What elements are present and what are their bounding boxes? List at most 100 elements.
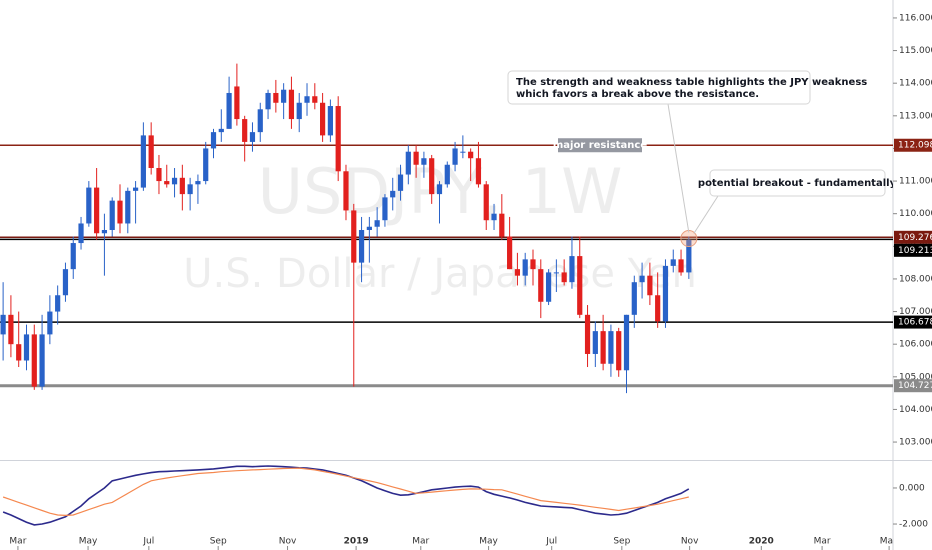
callout-text: which favors a break above the resistanc…: [516, 89, 759, 100]
candle-body: [203, 148, 209, 182]
candle-body: [39, 334, 45, 387]
candle-body: [288, 89, 295, 120]
candle-body: [538, 269, 544, 302]
candle-body: [499, 213, 505, 237]
candle-body: [436, 184, 443, 195]
y-tick-label: 113.000: [899, 111, 932, 121]
y-tick-label: 115.000: [899, 46, 932, 56]
candle-body: [281, 89, 287, 103]
candle-body: [55, 295, 61, 312]
candle-body: [397, 174, 404, 191]
candle-body: [655, 295, 661, 322]
callout-pointer: [667, 103, 690, 233]
candle-body: [444, 164, 450, 185]
candle-body: [514, 269, 521, 276]
level-label: 104.727: [898, 381, 932, 391]
candle-body: [171, 177, 178, 185]
level-label: 112.098: [898, 141, 932, 151]
callout-text: The strength and weakness table highligh…: [516, 77, 867, 88]
y-tick-label: 110.000: [899, 209, 932, 219]
candle-body: [374, 220, 380, 227]
candle-body: [70, 243, 76, 270]
candle-body: [242, 119, 248, 142]
candle-body: [608, 331, 614, 364]
candle-body: [382, 197, 388, 221]
candle-body: [507, 236, 513, 270]
x-tick-label: Mar: [9, 537, 26, 547]
candle-body: [23, 334, 30, 361]
y-tick-label: -2.000: [899, 520, 928, 530]
x-tick-label: Mar: [814, 537, 831, 547]
level-label-box: [894, 243, 932, 257]
candle-body: [218, 128, 224, 133]
candle-body: [358, 230, 365, 263]
candle-body: [351, 210, 357, 263]
candle-body: [553, 272, 559, 274]
oscillator-line: [2, 465, 690, 526]
candle-body: [117, 200, 123, 224]
y-tick-label: 103.000: [899, 438, 932, 448]
y-tick-label: 111.000: [899, 177, 932, 187]
candle-body: [179, 177, 185, 195]
x-tick-label: Nov: [681, 537, 699, 547]
candle-body: [413, 151, 419, 165]
level-label: 109.276: [898, 233, 932, 243]
candle-body: [31, 334, 37, 387]
x-tick-label: Sep: [210, 537, 227, 547]
candle-body: [623, 314, 630, 371]
x-tick-label: 2020: [749, 537, 774, 547]
candle-body: [647, 275, 653, 296]
candle-body: [140, 135, 146, 188]
candle-body: [522, 259, 528, 276]
callout-box: [709, 169, 886, 197]
candle-body: [164, 181, 170, 185]
candle-body: [616, 331, 622, 371]
candle-body: [109, 200, 115, 230]
x-tick-label: Nov: [279, 537, 297, 547]
plot-area: Mar May Jul Sep Nov 2019 Mar May Jul Sep Nov 2020 Ma…: [0, 63, 899, 550]
candle-body: [584, 314, 591, 354]
candle-body: [686, 239, 692, 273]
candle-body: [670, 259, 676, 266]
candle-body: [0, 314, 6, 335]
candle-body: [320, 102, 326, 136]
candle-body: [662, 265, 669, 322]
candle-body: [156, 168, 162, 182]
candle-body: [545, 272, 552, 302]
callout-box: [507, 70, 811, 105]
y-tick-label: 104.000: [899, 405, 932, 415]
candle-body: [405, 151, 411, 175]
y-tick-label: 0.000: [899, 483, 925, 493]
candle-body: [296, 102, 302, 120]
candle-body: [600, 331, 606, 364]
candle-body: [249, 132, 256, 142]
candle-body: [452, 148, 458, 165]
candle-body: [78, 223, 84, 244]
oscillator-line: [2, 467, 689, 517]
callout-text: potential breakout - fundamentally: [698, 178, 897, 189]
resistance-label: major resistance: [553, 140, 648, 151]
level-label-box: [894, 315, 932, 329]
x-tick-label: May: [880, 537, 899, 547]
candle-body: [47, 311, 53, 335]
y-tick-label: 107.000: [899, 307, 932, 317]
resistance-label-box: [558, 138, 642, 153]
candle-body: [483, 184, 489, 221]
level-label-box: [894, 230, 932, 244]
candle-body: [335, 106, 341, 172]
candle-body: [592, 331, 598, 354]
candle-body: [62, 269, 69, 296]
x-tick-label: Mar: [412, 537, 429, 547]
candle-body: [226, 92, 232, 129]
candle-body: [195, 181, 201, 185]
x-tick-label: May: [479, 537, 498, 547]
candle-body: [234, 86, 240, 120]
candle-body: [343, 171, 349, 211]
y-tick-label: 105.000: [899, 372, 932, 382]
candle-body: [577, 256, 583, 315]
candle-body: [273, 92, 279, 103]
candle-body: [421, 158, 427, 165]
candle-body: [304, 96, 310, 103]
level-label-box: [894, 379, 932, 393]
